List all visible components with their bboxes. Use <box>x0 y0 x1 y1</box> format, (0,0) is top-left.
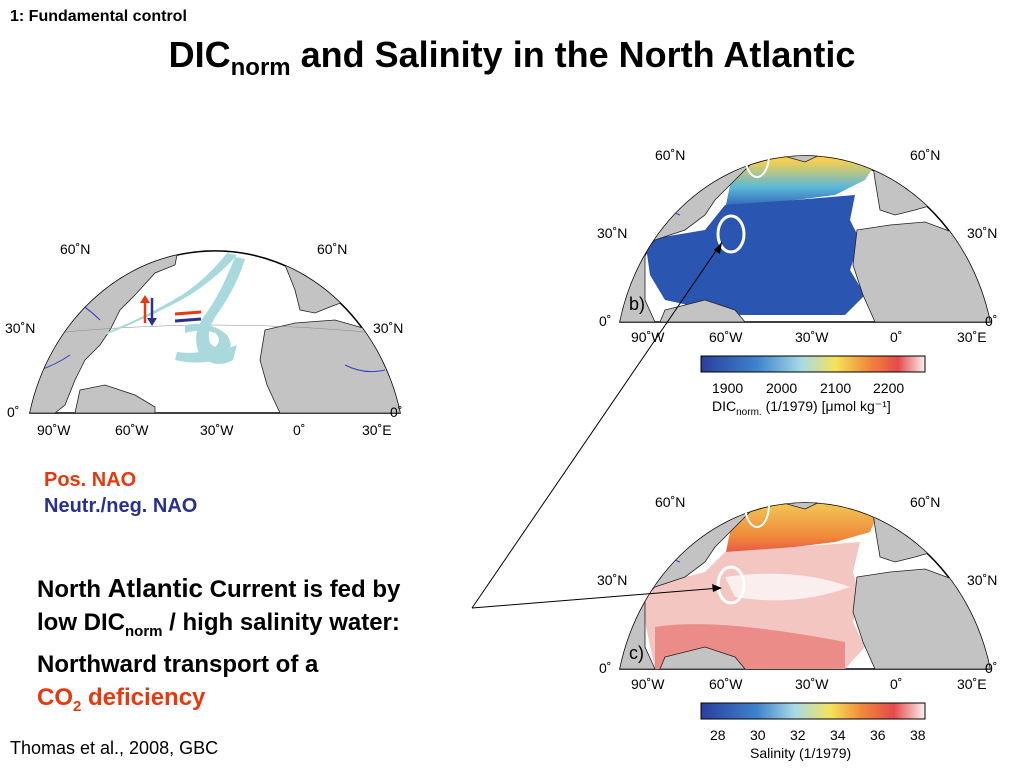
svg-text:0˚: 0˚ <box>390 404 402 420</box>
svg-text:30˚N: 30˚N <box>373 320 403 336</box>
svg-text:60˚W: 60˚W <box>709 329 743 345</box>
slide-title: DICnorm and Salinity in the North Atlant… <box>168 34 856 81</box>
svg-text:30˚N: 30˚N <box>967 572 997 588</box>
svg-text:0˚: 0˚ <box>890 676 902 692</box>
svg-text:b): b) <box>629 294 645 314</box>
citation: Thomas et al., 2008, GBC <box>10 738 219 758</box>
dic-tick: 1900 <box>712 380 744 396</box>
legend-pos-nao: Pos. NAO <box>44 469 137 491</box>
svg-text:0˚: 0˚ <box>985 660 997 676</box>
svg-text:60˚N: 60˚N <box>655 147 685 163</box>
svg-text:60˚N: 60˚N <box>655 494 685 510</box>
svg-text:60˚N: 60˚N <box>60 241 90 257</box>
svg-text:30˚E: 30˚E <box>362 422 392 438</box>
svg-text:60˚W: 60˚W <box>709 676 743 692</box>
nao-legend: Pos. NAO Neutr./neg. NAO <box>44 467 197 519</box>
svg-text:0˚: 0˚ <box>599 660 611 676</box>
svg-text:90˚W: 90˚W <box>631 329 665 345</box>
svg-text:30˚N: 30˚N <box>5 320 35 336</box>
svg-text:60˚N: 60˚N <box>317 241 347 257</box>
svg-text:60˚N: 60˚N <box>910 147 940 163</box>
salinity-tick: 32 <box>790 727 806 743</box>
svg-text:0˚: 0˚ <box>293 422 305 438</box>
dic-tick: 2100 <box>820 380 852 396</box>
svg-text:c): c) <box>629 643 644 663</box>
dic-colorbar: 1900 2000 2100 2200 DICnorm. (1/1979) [μ… <box>700 355 930 418</box>
statement: North Atlantic Current is fed by low DIC… <box>37 573 401 715</box>
svg-text:30˚W: 30˚W <box>795 329 829 345</box>
salinity-tick: 28 <box>710 727 726 743</box>
svg-text:0˚: 0˚ <box>985 313 997 329</box>
salinity-tick: 34 <box>830 727 846 743</box>
legend-neg-nao: Neutr./neg. NAO <box>44 495 198 517</box>
svg-text:60˚N: 60˚N <box>910 494 940 510</box>
svg-text:30˚N: 30˚N <box>597 225 627 241</box>
svg-text:0˚: 0˚ <box>7 404 19 420</box>
svg-text:30˚E: 30˚E <box>957 329 987 345</box>
salinity-tick: 38 <box>910 727 926 743</box>
salinity-colorbar-label: Salinity (1/1979) <box>750 745 852 761</box>
svg-text:30˚E: 30˚E <box>957 676 987 692</box>
salinity-tick: 36 <box>870 727 886 743</box>
svg-text:30˚W: 30˚W <box>795 676 829 692</box>
dic-map: b) 60˚N 60˚N 30˚N 30˚N 0˚ 0˚ 90˚W 60˚W 3… <box>595 100 1005 348</box>
svg-text:90˚W: 90˚W <box>37 422 71 438</box>
svg-text:60˚W: 60˚W <box>115 422 149 438</box>
svg-text:30˚W: 30˚W <box>200 422 234 438</box>
dic-tick: 2000 <box>766 380 798 396</box>
svg-text:0˚: 0˚ <box>599 313 611 329</box>
salinity-colorbar: 28 30 32 34 36 38 Salinity (1/1979) <box>700 702 930 761</box>
dic-colorbar-label: DICnorm. (1/1979) [μmol kg⁻¹] <box>712 398 891 418</box>
svg-text:30˚N: 30˚N <box>967 225 997 241</box>
svg-text:30˚N: 30˚N <box>597 572 627 588</box>
schematic-map: 60˚N 60˚N 30˚N 30˚N 0˚ 0˚ 90˚W 60˚W 30˚W… <box>5 195 415 445</box>
svg-text:0˚: 0˚ <box>890 329 902 345</box>
dic-tick: 2200 <box>873 380 905 396</box>
slide-label: 1: Fundamental control <box>10 8 187 25</box>
salinity-tick: 30 <box>750 727 766 743</box>
salinity-map: c) 60˚N 60˚N 30˚N 30˚N 0˚ 0˚ 90˚W 60˚W 3… <box>595 447 1005 695</box>
svg-text:90˚W: 90˚W <box>631 676 665 692</box>
